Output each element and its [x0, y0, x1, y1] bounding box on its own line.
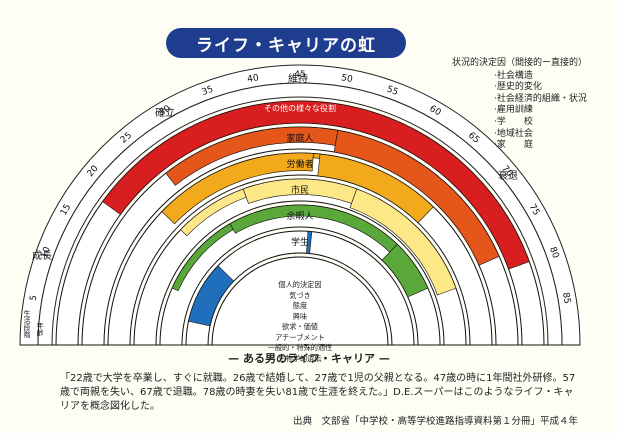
factor-item: ·社会構造 [494, 70, 533, 81]
situational-determinants: 状況的決定因（間接的ー直接的） ·社会構造 ·歴史的変化 ·社会経済的組織・状況… [452, 58, 587, 152]
age-tick-label: 80 [547, 246, 560, 260]
factor-item: ·雇用訓練 [494, 105, 533, 116]
personal-determinants: 個人的決定因 気づき 態度 興味 欲求・価値 アチーブメント 一般的・特殊的適性… [255, 280, 345, 364]
age-tick-label: 85 [560, 292, 572, 305]
personal-core [211, 256, 389, 346]
role-segment [312, 153, 321, 159]
factor-item: ·歴史的変化 [494, 82, 542, 93]
role-band-4: 市民 [133, 178, 467, 346]
age-tick-label: 5 [29, 294, 40, 301]
figure-description: 「22歳で大学を卒業し、すぐに就職。26歳で結婚して、27歳で1児の父親となる。… [60, 373, 576, 412]
age-tick-label: 40 [247, 73, 260, 85]
role-segment [317, 153, 434, 224]
role-band-2: 家庭人 [81, 126, 519, 346]
factor-item: ·学 校 [494, 116, 533, 127]
determinant-item: 欲求・価値 [282, 322, 318, 331]
role-segment [306, 230, 313, 254]
role-label: その他の様々な役割 [264, 103, 336, 113]
role-segment [381, 243, 429, 298]
stage-label-growth: 成長 [32, 251, 52, 262]
stage-label-establishment: 確立 [155, 108, 175, 119]
age-tick-label: 55 [385, 85, 399, 98]
role-segment [161, 152, 314, 225]
role-label: 家庭人 [286, 132, 313, 144]
determinant-item: アチーブメント [275, 332, 325, 342]
role-label: 学生 [291, 236, 309, 248]
determinant-item: 態度 [292, 301, 308, 310]
role-band-3: 労働者 [107, 152, 493, 346]
role-segment [333, 129, 500, 266]
page-title: ライフ・キャリアの虹 [166, 28, 406, 58]
role-label: 市民 [291, 184, 309, 196]
determinant-item: 興味 [292, 311, 308, 321]
age-tick-label: 50 [340, 73, 353, 85]
age-tick-label: 45 [294, 70, 305, 80]
role-segment [349, 188, 457, 296]
factor-item: ·社会経済的組織・状況 [494, 93, 587, 104]
situational-determinants-heading: 状況的決定因（間接的ー直接的） [452, 58, 588, 68]
role-segment [102, 100, 530, 270]
figure-caption: — ある男のライフ・キャリア — [228, 352, 390, 365]
determinant-item: 気づき [289, 290, 311, 300]
determinant-item: 生物学的遺伝 [278, 353, 322, 363]
role-bands: その他の様々な役割家庭人労働者市民余暇人学生子ども [20, 100, 580, 346]
age-axis-label: 年齢 [36, 322, 44, 336]
determinant-item: 個人的決定因 [278, 280, 322, 289]
factor-item: ·地域社会 [494, 128, 533, 139]
age-tick-label: 35 [201, 85, 215, 98]
role-label: 余暇人 [286, 210, 313, 222]
source-citation: 出典 文部省「中学校・高等学校進路指導資料第１分冊」平成４年 [292, 416, 578, 427]
factor-item: ·家 庭 [494, 140, 533, 151]
role-segment [188, 265, 235, 327]
age-tick-label: 10 [40, 245, 53, 259]
stage-axis-label: 生活段階 [23, 310, 31, 338]
role-label: 労働者 [286, 158, 313, 170]
age-tick-label: 15 [59, 203, 73, 218]
age-tick-label: 75 [527, 203, 541, 218]
determinant-item: 一般的・特殊的適性 [267, 343, 333, 352]
stage-label-decline: 衰退 [498, 171, 518, 182]
stage-label-maintenance: 維持 [288, 74, 308, 85]
